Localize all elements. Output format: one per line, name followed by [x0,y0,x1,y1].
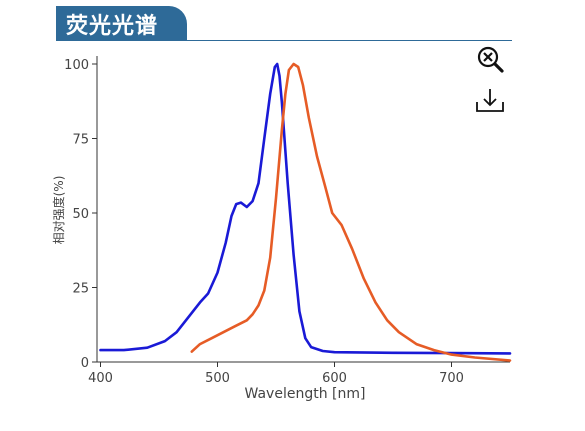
y-tick-label: 0 [81,356,89,371]
x-tick-label: 600 [322,371,347,386]
chart-title: 荧光光谱 [66,13,159,39]
series-lines [99,62,512,362]
download-icon [476,89,504,112]
x-tick-label: 400 [88,371,113,386]
series-line-2 [190,62,512,362]
zoom-reset-button[interactable] [474,44,508,74]
y-tick-label: 75 [72,133,89,148]
y-tick-label: 100 [64,58,89,73]
download-button[interactable] [473,86,507,116]
y-tick-label: 50 [72,207,89,222]
title-divider [56,40,512,41]
x-axis-label: Wavelength [nm] [245,386,366,402]
y-tick-label: 25 [72,282,89,297]
x-tick-label: 500 [205,371,230,386]
x-tick-label: 700 [439,371,464,386]
axes: 0 25 50 75 100 400 500 600 700 [64,56,510,386]
zoom-reset-icon [477,46,504,73]
y-axis-label: 相对强度(%) [51,176,66,245]
series-line-1 [99,62,512,355]
title-tab: 荧光光谱 [56,6,187,41]
